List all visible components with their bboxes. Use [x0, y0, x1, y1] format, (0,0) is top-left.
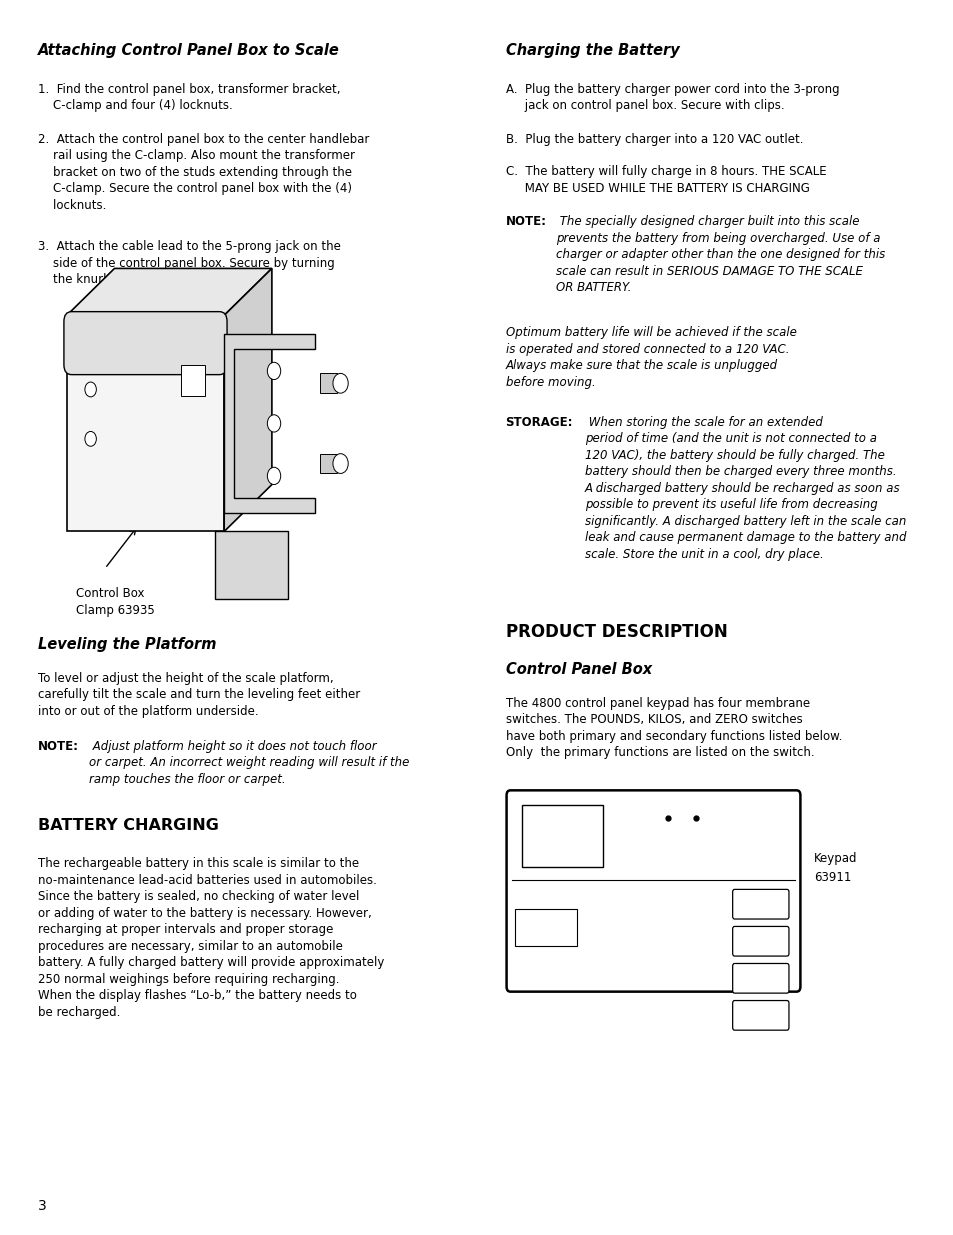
- Circle shape: [85, 382, 96, 396]
- FancyBboxPatch shape: [506, 790, 800, 992]
- Text: 3: 3: [38, 1199, 47, 1213]
- FancyBboxPatch shape: [732, 1000, 788, 1030]
- Polygon shape: [224, 268, 272, 531]
- Text: 3.  Attach the cable lead to the 5-prong jack on the
    side of the control pan: 3. Attach the cable lead to the 5-prong …: [38, 241, 340, 287]
- Text: TANITA: TANITA: [517, 910, 553, 919]
- Text: Control Panel Box: Control Panel Box: [505, 662, 651, 677]
- Text: POUNDS: POUNDS: [743, 939, 777, 945]
- FancyBboxPatch shape: [732, 963, 788, 993]
- Text: KILOS: KILOS: [748, 976, 772, 982]
- Text: The specially designed charger built into this scale
prevents the battery from b: The specially designed charger built int…: [556, 215, 884, 294]
- Bar: [319, 373, 336, 393]
- Text: Optimum battery life will be achieved if the scale
is operated and stored connec: Optimum battery life will be achieved if…: [505, 326, 796, 389]
- Circle shape: [267, 362, 280, 379]
- Text: www.tanita.com: www.tanita.com: [517, 929, 562, 934]
- Text: Keypad
63911: Keypad 63911: [813, 852, 857, 884]
- Bar: [515, 909, 577, 946]
- Text: ZERO: ZERO: [749, 902, 771, 908]
- Text: To level or adjust the height of the scale platform,
carefully tilt the scale an: To level or adjust the height of the sca…: [38, 672, 360, 718]
- Bar: [181, 364, 205, 395]
- Text: Attaching Control Panel Box to Scale: Attaching Control Panel Box to Scale: [38, 43, 339, 58]
- Circle shape: [267, 415, 280, 432]
- Text: 2.  Attach the control panel box to the center handlebar
    rail using the C-cl: 2. Attach the control panel box to the c…: [38, 133, 369, 212]
- Polygon shape: [67, 315, 224, 531]
- Text: When storing the scale for an extended
period of time (and the unit is not conne: When storing the scale for an extended p…: [584, 416, 905, 561]
- Text: The rechargeable battery in this scale is similar to the
no-maintenance lead-aci: The rechargeable battery in this scale i…: [38, 857, 384, 1019]
- Text: The 4800 control panel keypad has four membrane
switches. The POUNDS, KILOS, and: The 4800 control panel keypad has four m…: [505, 697, 841, 760]
- Text: NOTE:: NOTE:: [505, 215, 546, 228]
- Polygon shape: [224, 333, 314, 513]
- Text: A.  Plug the battery charger power cord into the 3-prong
     jack on control pa: A. Plug the battery charger power cord i…: [505, 83, 839, 112]
- Text: 1.  Find the control panel box, transformer bracket,
    C-clamp and four (4) lo: 1. Find the control panel box, transform…: [38, 83, 340, 112]
- FancyBboxPatch shape: [64, 311, 227, 374]
- Text: WEIGHT: WEIGHT: [519, 883, 554, 892]
- Circle shape: [267, 467, 280, 484]
- Text: STORAGE:: STORAGE:: [505, 416, 573, 429]
- Text: BATTERY CHARGING: BATTERY CHARGING: [38, 818, 219, 832]
- Text: B.  Plug the battery charger into a 120 VAC outlet.: B. Plug the battery charger into a 120 V…: [505, 133, 802, 146]
- Text: Leveling the Platform: Leveling the Platform: [38, 637, 216, 652]
- Text: ON
OFF: ON OFF: [752, 1009, 768, 1021]
- Text: Adjust platform height so it does not touch floor
or carpet. An incorrect weight: Adjust platform height so it does not to…: [89, 740, 409, 785]
- Text: PRODUCT DESCRIPTION: PRODUCT DESCRIPTION: [505, 622, 726, 641]
- Polygon shape: [214, 531, 288, 599]
- Circle shape: [333, 373, 348, 393]
- Circle shape: [333, 453, 348, 473]
- Bar: [319, 453, 336, 473]
- Text: Charging the Battery: Charging the Battery: [505, 43, 679, 58]
- Text: Control Box
Clamp 63935: Control Box Clamp 63935: [76, 587, 155, 616]
- Text: Push "ON" button
and wait until zero
appears before
stepping on scale: Push "ON" button and wait until zero app…: [598, 902, 670, 945]
- FancyBboxPatch shape: [732, 889, 788, 919]
- Text: Pounds  Kilos: Pounds Kilos: [656, 832, 706, 841]
- FancyBboxPatch shape: [732, 926, 788, 956]
- Text: NOTE:: NOTE:: [38, 740, 79, 753]
- Text: C.  The battery will fully charge in 8 hours. THE SCALE
     MAY BE USED WHILE T: C. The battery will fully charge in 8 ho…: [505, 165, 825, 195]
- Bar: [521, 805, 602, 867]
- Polygon shape: [67, 268, 272, 315]
- Circle shape: [85, 431, 96, 446]
